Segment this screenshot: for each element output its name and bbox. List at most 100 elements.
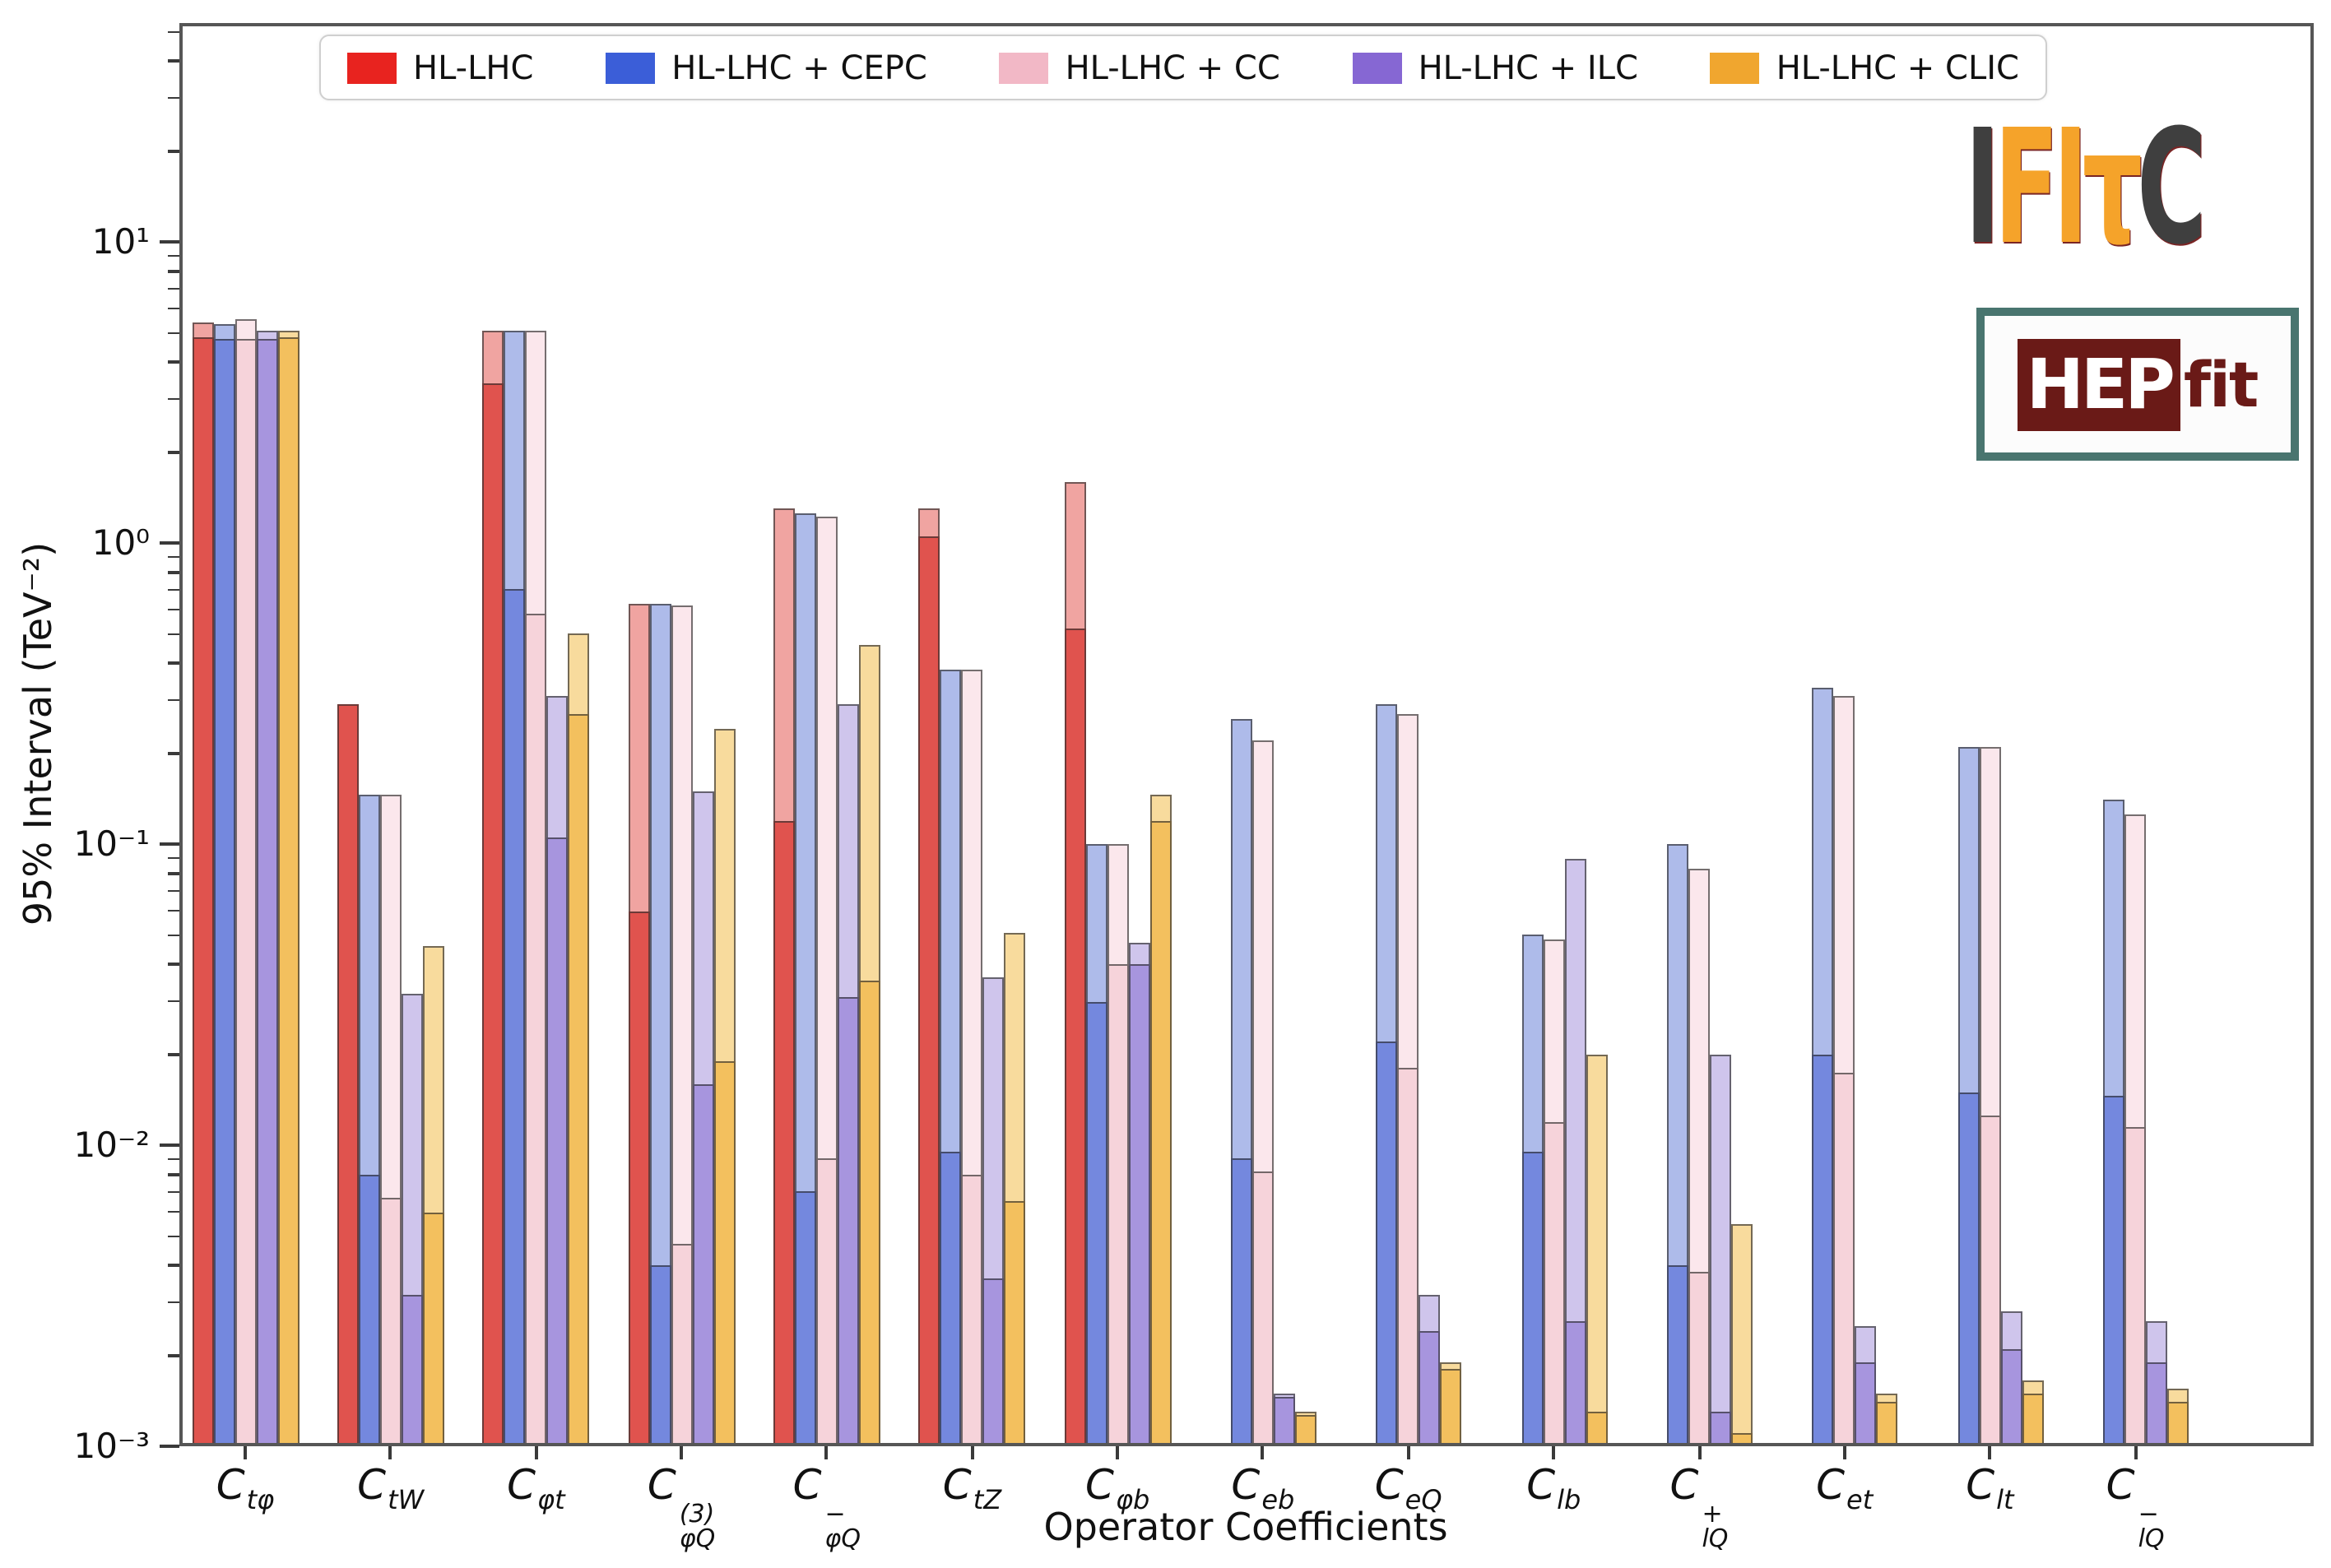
x-label-base: C <box>1966 1461 1995 1509</box>
bar-solid-hl-lhc-ilc <box>256 339 277 1446</box>
x-label-sub: tW <box>388 1484 425 1516</box>
x-label-supsub: (3) φQ <box>679 1498 716 1553</box>
bar-solid-hl-lhc-clic <box>568 714 590 1446</box>
bar-solid-hl-lhc-cepc <box>1230 1158 1252 1446</box>
bar-solid-hl-lhc-clic <box>277 337 299 1446</box>
bar-solid-hl-lhc-cc <box>671 1244 693 1446</box>
x-tick <box>1552 1446 1556 1459</box>
x-tick <box>1406 1446 1410 1459</box>
x-label-base: C <box>216 1461 245 1509</box>
bar-solid-hl-lhc-clic <box>858 981 880 1446</box>
y-tick-label: 10⁻¹ <box>73 824 150 864</box>
y-minor-tick <box>168 588 179 591</box>
fitter-logo: IFIτC <box>1965 104 2207 286</box>
bar-solid-hl-lhc <box>337 704 359 1446</box>
y-tick-label: 10⁻³ <box>73 1427 150 1466</box>
bar-solid-hl-lhc-cc <box>1979 1116 2001 1446</box>
y-minor-tick <box>168 1157 179 1161</box>
y-major-tick <box>160 1445 179 1449</box>
y-minor-tick <box>168 59 179 63</box>
bar-light-hl-lhc-ilc <box>1710 1054 1731 1446</box>
y-minor-tick <box>168 609 179 611</box>
x-label-base: C <box>792 1461 822 1509</box>
x-label-sub: tφ <box>246 1484 275 1516</box>
bar-solid-hl-lhc-cepc <box>649 1264 671 1446</box>
y-minor-tick <box>168 97 179 100</box>
x-label-sub: eb <box>1261 1484 1295 1516</box>
y-minor-tick <box>168 1264 179 1267</box>
hepfit-logo-fit: fit <box>2183 348 2259 420</box>
bar-solid-hl-lhc-cepc <box>1376 1041 1398 1446</box>
legend-item-hl-lhc-ilc: HL-LHC + ILC <box>1352 48 1638 87</box>
bar-solid-hl-lhc-ilc <box>1419 1331 1441 1446</box>
x-label-base: C <box>1231 1461 1261 1509</box>
bar-solid-hl-lhc-clic <box>1586 1412 1608 1446</box>
legend-item-hl-lhc-cc: HL-LHC + CC <box>999 48 1280 87</box>
bar-solid-hl-lhc-clic <box>2167 1402 2189 1446</box>
bar-solid-hl-lhc-cepc <box>1521 1152 1544 1446</box>
x-tick-label: C (3) φQ <box>566 1461 796 1552</box>
bar-solid-hl-lhc-cc <box>1833 1072 1855 1446</box>
x-label-base: C <box>1669 1461 1699 1509</box>
x-label-base: C <box>2106 1461 2135 1509</box>
bar-solid-hl-lhc <box>628 911 650 1446</box>
y-minor-tick <box>168 30 179 33</box>
legend-label: HL-LHC + CLIC <box>1776 48 2019 87</box>
x-label-sub: lb <box>1557 1484 1581 1516</box>
x-axis-label: Operator Coefficients <box>1043 1507 1448 1550</box>
bar-solid-hl-lhc-clic <box>1731 1433 1753 1446</box>
bar-solid-hl-lhc-ilc <box>546 837 569 1446</box>
y-minor-tick <box>168 150 179 153</box>
bar-solid-hl-lhc <box>918 536 940 1446</box>
bar-solid-hl-lhc <box>482 383 504 1446</box>
bar-solid-hl-lhc-cepc <box>1667 1264 1688 1446</box>
y-minor-tick <box>168 1354 179 1357</box>
x-tick <box>824 1446 829 1459</box>
x-label-sub: tZ <box>973 1484 1002 1516</box>
y-axis-label: 95% Interval (TeV⁻²) <box>18 541 61 926</box>
bar-solid-hl-lhc-cc <box>234 339 256 1446</box>
bar-solid-hl-lhc-cc <box>1543 1121 1565 1446</box>
y-minor-tick <box>168 332 179 334</box>
y-minor-tick <box>168 661 179 665</box>
bar-solid-hl-lhc-cc <box>1397 1068 1419 1446</box>
x-label-supsub: − lQ <box>2138 1498 2165 1553</box>
fitter-logo-c: C <box>2137 95 2207 280</box>
bar-solid-hl-lhc-ilc <box>2000 1349 2022 1446</box>
bar-solid-hl-lhc-ilc <box>1273 1397 1295 1446</box>
bar-solid-hl-lhc-cepc <box>1957 1092 1980 1446</box>
bar-light-hl-lhc-clic <box>1586 1054 1608 1446</box>
y-major-tick <box>160 541 179 545</box>
bar-solid-hl-lhc-ilc <box>2146 1362 2168 1446</box>
x-label-base: C <box>1526 1461 1556 1509</box>
y-minor-tick <box>168 856 179 860</box>
x-tick <box>1116 1446 1120 1459</box>
bar-solid-hl-lhc-clic <box>1004 1201 1026 1446</box>
x-label-base: C <box>1374 1461 1404 1509</box>
legend-swatch-hl-lhc-cc <box>999 52 1049 83</box>
x-tick <box>1697 1446 1701 1459</box>
x-label-supsub: − φQ <box>824 1498 861 1553</box>
y-minor-tick <box>168 1000 179 1003</box>
bar-solid-hl-lhc-ilc <box>837 997 859 1446</box>
bar-solid-hl-lhc-ilc <box>982 1278 1005 1446</box>
bar-solid-hl-lhc-cepc <box>358 1174 380 1446</box>
bar-solid-hl-lhc-cepc <box>940 1152 962 1446</box>
y-minor-tick <box>168 287 179 290</box>
y-minor-tick <box>168 270 179 273</box>
bar-solid-hl-lhc-ilc <box>1855 1362 1877 1446</box>
y-major-tick <box>160 1144 179 1148</box>
legend-label: HL-LHC + ILC <box>1418 48 1638 87</box>
bar-solid-hl-lhc-clic <box>1149 820 1172 1446</box>
x-label-base: C <box>507 1461 536 1509</box>
bar-solid-hl-lhc-ilc <box>1128 963 1150 1446</box>
y-tick-label: 10¹ <box>91 222 150 262</box>
bar-solid-hl-lhc-clic <box>1294 1415 1316 1446</box>
bar-solid-hl-lhc-cc <box>1107 963 1129 1446</box>
bar-solid-hl-lhc-cc <box>1251 1171 1274 1446</box>
bar-solid-hl-lhc <box>192 337 213 1446</box>
y-minor-tick <box>168 934 179 936</box>
